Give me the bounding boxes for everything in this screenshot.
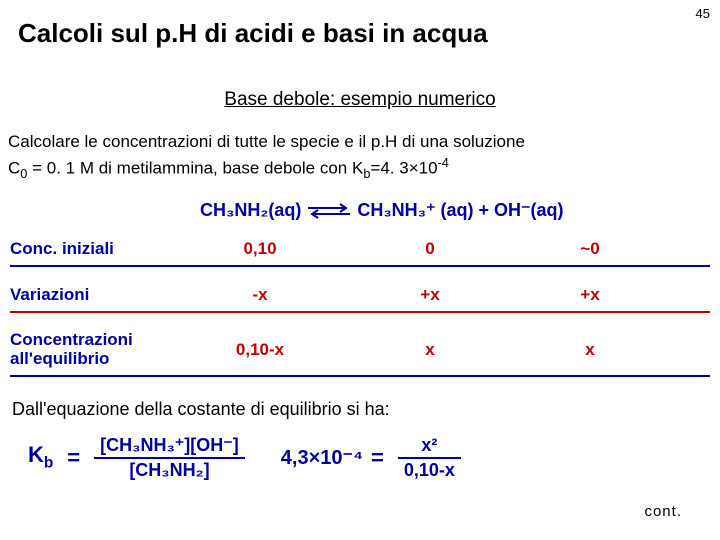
reaction-lhs: CH₃NH₂(aq) <box>200 200 301 220</box>
kb-frac1-num: [CH₃NH₃⁺][OH⁻] <box>94 434 245 457</box>
row-initial: Conc. iniziali 0,10 0 ~0 <box>0 221 720 261</box>
kb-expression: Kb = [CH₃NH₃⁺][OH⁻] [CH₃NH₂] 4,3×10⁻⁴ = … <box>0 420 720 482</box>
reaction-plus: + <box>473 200 494 220</box>
problem-exp: -4 <box>438 155 449 170</box>
row-initial-c3: ~0 <box>520 239 660 259</box>
reaction-rhs1: CH₃NH₃⁺ (aq) <box>357 200 473 220</box>
kb-K: K <box>28 442 44 467</box>
kb-fraction-2: x² 0,10-x <box>398 434 461 482</box>
reaction-equation: CH₃NH₂(aq) CH₃NH₃⁺ (aq) + OH⁻(aq) <box>0 182 720 221</box>
kb-symbol: Kb <box>28 442 53 472</box>
row-equilibrium-c1: 0,10-x <box>180 340 340 360</box>
continuation-marker: cont. <box>644 503 682 520</box>
kb-fraction-1: [CH₃NH₃⁺][OH⁻] [CH₃NH₂] <box>94 434 245 482</box>
kb-frac2-num: x² <box>415 434 443 457</box>
equals-1: = <box>67 445 80 471</box>
kb-frac2-den: 0,10-x <box>398 459 461 482</box>
row-initial-c1: 0,10 <box>180 239 340 259</box>
row-change-c3: +x <box>520 285 660 305</box>
row-equilibrium-c2: x <box>340 340 520 360</box>
row-equilibrium-c3: x <box>520 340 660 360</box>
row-change-c2: +x <box>340 285 520 305</box>
row-initial-label: Conc. iniziali <box>10 240 180 259</box>
slide-title: Calcoli sul p.H di acidi e basi in acqua <box>0 0 720 49</box>
problem-c0: C <box>8 159 20 178</box>
reaction-rhs2: OH⁻(aq) <box>494 200 564 220</box>
row-change-c1: -x <box>180 285 340 305</box>
row-equilibrium: Concentrazioni all'equilibrio 0,10-x x x <box>0 313 720 370</box>
kb-sub: b <box>44 455 53 472</box>
problem-statement: Calcolare le concentrazioni di tutte le … <box>0 111 720 182</box>
problem-line2c: =4. 3×10 <box>370 159 437 178</box>
problem-line2b: = 0. 1 M di metilammina, base debole con… <box>27 159 363 178</box>
slide-subtitle: Base debole: esempio numerico <box>0 89 720 111</box>
problem-line1: Calcolare le concentrazioni di tutte le … <box>8 132 525 151</box>
kb-value: 4,3×10⁻⁴ <box>281 445 363 470</box>
conclusion-text: Dall'equazione della costante di equilib… <box>0 377 720 420</box>
page-number: 45 <box>696 6 710 21</box>
equilibrium-arrow-icon <box>306 203 352 219</box>
row-initial-c2: 0 <box>340 239 520 259</box>
kb-frac1-den: [CH₃NH₂] <box>123 459 215 482</box>
row-change-label: Variazioni <box>10 286 180 305</box>
row-equilibrium-label: Concentrazioni all'equilibrio <box>10 331 180 368</box>
equals-2: = <box>371 445 384 471</box>
row-change: Variazioni -x +x +x <box>0 267 720 307</box>
